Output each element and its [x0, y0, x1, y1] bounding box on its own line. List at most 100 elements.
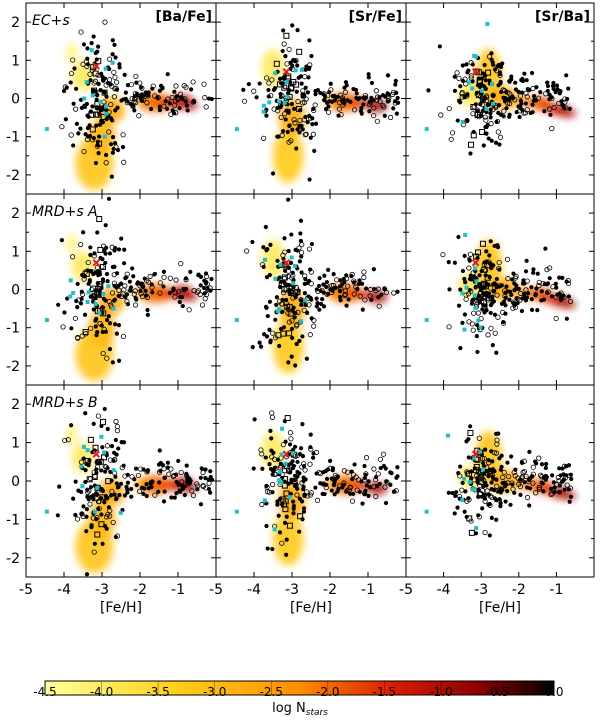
star-filled: [265, 313, 270, 319]
star-open: [289, 318, 295, 324]
star-square: [96, 140, 103, 147]
star-filled: [202, 291, 207, 296]
star-open: [501, 108, 507, 114]
star-open: [475, 310, 481, 316]
star-square: [281, 286, 288, 293]
star-square: [99, 494, 106, 501]
star-square: [281, 274, 288, 281]
star-filled: [116, 446, 121, 451]
star-open: [268, 93, 274, 99]
star-square: [273, 60, 280, 67]
star-open: [111, 69, 117, 75]
star-filled: [72, 66, 77, 71]
star-filled: [480, 307, 485, 312]
star-open: [288, 436, 294, 442]
star-filled: [109, 444, 115, 449]
star-filled: [331, 477, 336, 482]
star-filled: [78, 301, 84, 306]
star-filled: [366, 75, 371, 80]
star-open: [536, 455, 542, 461]
star-cyan: [273, 276, 278, 281]
star-filled: [312, 148, 317, 153]
star-cyan: [462, 476, 467, 481]
star-filled: [298, 231, 303, 236]
colorbar-label-sub: stars: [306, 708, 328, 717]
star-filled: [552, 485, 557, 490]
star-open: [152, 492, 158, 498]
star-filled: [503, 311, 508, 316]
star-open: [286, 139, 292, 145]
star-open: [446, 105, 452, 112]
star-filled: [96, 151, 101, 156]
star-filled: [125, 302, 131, 307]
star-filled: [112, 492, 117, 497]
star-open: [536, 95, 542, 101]
star-square: [99, 418, 106, 425]
star-filled: [330, 468, 335, 473]
star-filled: [505, 289, 510, 294]
star-filled: [487, 533, 492, 538]
star-filled: [325, 292, 331, 297]
density-blob: [273, 129, 304, 183]
star-filled: [264, 334, 270, 339]
star-filled: [547, 97, 552, 102]
star-filled: [488, 310, 493, 315]
star-open: [101, 326, 107, 333]
star-filled: [482, 496, 488, 501]
star-open: [476, 482, 483, 488]
star-filled: [384, 479, 389, 484]
star-open: [113, 144, 119, 150]
star-cyan: [424, 127, 429, 132]
star-cyan: [86, 290, 91, 295]
star-cross: [471, 68, 480, 76]
star-square: [92, 444, 99, 451]
star-open: [200, 482, 206, 489]
star-filled: [349, 469, 354, 474]
star-filled: [500, 61, 505, 66]
star-filled: [88, 245, 93, 250]
star-filled: [562, 487, 567, 492]
y-tick-label: -1: [6, 321, 20, 337]
star-cyan: [467, 479, 472, 484]
star-open: [89, 67, 95, 73]
star-open: [269, 77, 275, 83]
star-open: [330, 282, 337, 288]
y-tick-label: 1: [11, 436, 20, 452]
star-filled: [482, 493, 488, 498]
y-tick-label: 0: [11, 283, 20, 299]
star-open: [555, 474, 561, 480]
star-open: [474, 91, 480, 97]
star-filled: [299, 270, 304, 275]
star-filled: [145, 312, 150, 317]
star-cyan: [460, 119, 465, 124]
star-open: [116, 287, 122, 293]
star-open: [59, 124, 65, 130]
star-filled: [547, 276, 552, 281]
star-filled: [158, 83, 164, 88]
star-filled: [460, 63, 465, 68]
star-filled: [567, 106, 572, 111]
star-open: [190, 492, 196, 499]
star-open: [302, 74, 308, 80]
star-open: [81, 148, 87, 155]
star-filled: [107, 321, 113, 326]
star-filled: [497, 142, 502, 147]
star-open: [371, 105, 377, 111]
star-filled: [149, 282, 154, 287]
x-tick-label: -4: [437, 582, 451, 598]
star-filled: [309, 241, 315, 247]
star-open: [520, 469, 526, 476]
star-open: [295, 98, 301, 105]
star-filled: [460, 320, 465, 325]
panel-content: [234, 197, 400, 374]
star-filled: [180, 96, 185, 101]
star-filled: [466, 455, 471, 460]
star-filled: [132, 477, 137, 482]
star-open: [280, 442, 286, 448]
star-filled: [462, 312, 468, 317]
star-cyan: [289, 255, 294, 260]
y-tick-label: -2: [6, 551, 20, 567]
star-filled: [88, 494, 93, 499]
column-label: [Ba/Fe]: [155, 9, 212, 25]
star-open: [259, 451, 265, 457]
